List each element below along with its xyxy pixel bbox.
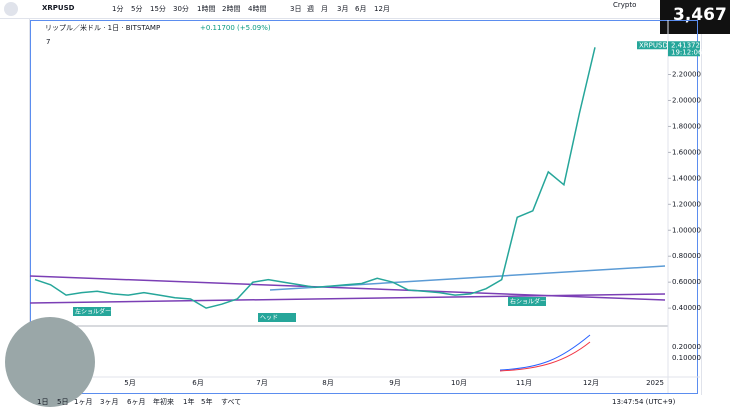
y-tick-label: 1.60000 bbox=[672, 148, 701, 156]
interval[interactable]: 5分 bbox=[131, 5, 143, 13]
indicator-line bbox=[499, 341, 591, 372]
indicator-line bbox=[499, 334, 591, 371]
viewer-panel bbox=[660, 0, 730, 34]
logo[interactable] bbox=[4, 2, 18, 16]
x-tick-label: 5月 bbox=[124, 379, 135, 387]
y-tick-label: 2.00000 bbox=[672, 96, 701, 104]
y-tick-label: 0.60000 bbox=[672, 278, 701, 286]
y-tick-label: 0.40000 bbox=[672, 304, 701, 312]
range-button[interactable]: 5日 bbox=[57, 398, 69, 406]
trendline bbox=[29, 293, 666, 304]
range-button[interactable]: 年初来 bbox=[153, 398, 174, 406]
y-tick-label: 0.10000 bbox=[672, 354, 701, 362]
price-tag-price: 2.41372 bbox=[671, 41, 700, 49]
annotation-box bbox=[258, 313, 296, 322]
webcam bbox=[5, 317, 95, 407]
interval[interactable]: 4時間 bbox=[248, 5, 267, 13]
price-tag-countdown: 19:12:06 bbox=[671, 48, 703, 56]
chart-frame bbox=[30, 20, 698, 394]
y-tick-label: 1.80000 bbox=[672, 122, 701, 130]
indicator-count: 7 bbox=[46, 38, 50, 46]
x-tick-label: 11月 bbox=[516, 379, 532, 387]
interval[interactable]: 15分 bbox=[150, 5, 166, 13]
range-button[interactable]: すべて bbox=[221, 398, 242, 406]
left-toolbar bbox=[0, 19, 30, 395]
x-tick-label: 7月 bbox=[256, 379, 267, 387]
y-tick-label: 1.00000 bbox=[672, 226, 701, 234]
x-tick-label: 8月 bbox=[322, 379, 333, 387]
y-tick-label: 0.20000 bbox=[672, 343, 701, 351]
interval[interactable]: 1分 bbox=[112, 5, 124, 13]
right-toolbar bbox=[701, 34, 730, 395]
price-tag bbox=[637, 41, 667, 50]
interval[interactable]: 12月 bbox=[374, 5, 390, 13]
range-button[interactable]: 1日 bbox=[37, 398, 49, 406]
interval[interactable]: 週 bbox=[307, 5, 314, 13]
range-button[interactable]: 3ヶ月 bbox=[100, 398, 119, 406]
x-tick-label: 2025 bbox=[646, 379, 664, 387]
chart-title: リップル／米ドル · 1日 · BITSTAMP bbox=[45, 23, 160, 32]
interval[interactable]: 3月 bbox=[337, 5, 349, 13]
x-tick-label: 12月 bbox=[583, 379, 599, 387]
range-button[interactable]: 5年 bbox=[201, 398, 213, 406]
y-tick-label: 1.20000 bbox=[672, 200, 701, 208]
range-button[interactable]: 6ヶ月 bbox=[127, 398, 146, 406]
price-tag-name: XRPUSD bbox=[639, 41, 668, 49]
interval[interactable]: 6月 bbox=[355, 5, 367, 13]
x-tick-label: 10月 bbox=[451, 379, 467, 387]
symbol[interactable]: XRPUSD bbox=[42, 4, 75, 12]
price-line bbox=[34, 47, 596, 309]
crypto[interactable]: Crypto bbox=[613, 1, 637, 9]
range-button[interactable]: 1年 bbox=[183, 398, 195, 406]
range-button[interactable]: 1ヶ月 bbox=[74, 398, 93, 406]
y-tick-label: 1.40000 bbox=[672, 174, 701, 182]
annotation-box bbox=[508, 297, 546, 306]
change: +0.11700 (+5.09%) bbox=[200, 24, 271, 32]
annotation: 右ショルダー bbox=[510, 298, 546, 306]
price-tag bbox=[668, 41, 700, 57]
x-tick-label: 6月 bbox=[192, 379, 203, 387]
neckline bbox=[29, 275, 666, 301]
y-tick-label: 0.80000 bbox=[672, 252, 701, 260]
interval[interactable]: 3日 bbox=[290, 5, 302, 13]
interval[interactable]: 月 bbox=[321, 5, 328, 13]
clock: 13:47:54 (UTC+9) bbox=[612, 398, 676, 406]
y-tick-label: 2.20000 bbox=[672, 71, 701, 79]
top-toolbar bbox=[0, 0, 660, 19]
annotation: 左ショルダー bbox=[75, 308, 111, 316]
annotation-box bbox=[73, 307, 111, 316]
x-tick-label: 9月 bbox=[389, 379, 400, 387]
interval[interactable]: 2時間 bbox=[222, 5, 241, 13]
annotation: ヘッド bbox=[260, 315, 278, 322]
interval[interactable]: 30分 bbox=[173, 5, 189, 13]
interval[interactable]: 1時間 bbox=[197, 5, 216, 13]
